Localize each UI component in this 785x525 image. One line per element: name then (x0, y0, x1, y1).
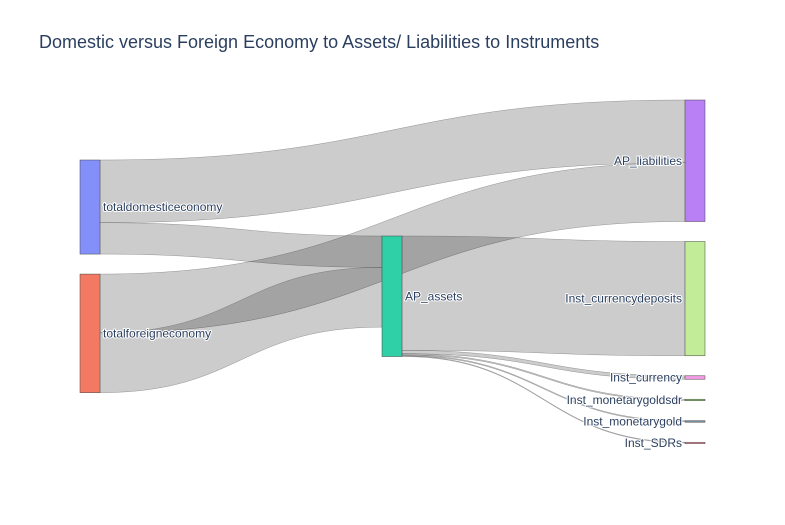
node-label-Inst_currency: Inst_currency (610, 371, 682, 385)
links-layer (99, 99, 686, 444)
node-label-totaldomesticeconomy: totaldomesticeconomy (103, 200, 222, 214)
node-label-Inst_monetarygold: Inst_monetarygold (583, 414, 682, 428)
node-AP_liabilities[interactable] (684, 99, 706, 222)
node-Inst_monetarygold[interactable] (684, 420, 706, 423)
labels-layer: totaldomesticeconomy totalforeigneconomy A… (102, 153, 683, 451)
node-label-Inst_SDRs: Inst_SDRs (625, 436, 682, 450)
chart-title: Domestic versus Foreign Economy to Asset… (39, 32, 600, 52)
node-Inst_SDRs[interactable] (684, 441, 706, 444)
node-label-Inst_monetarygoldsdr: Inst_monetarygoldsdr (567, 393, 682, 407)
node-label-AP_liabilities: AP_liabilities (614, 154, 682, 168)
node-Inst_currency[interactable] (684, 375, 706, 380)
nodes-layer (79, 99, 706, 444)
node-totalforeigneconomy[interactable] (79, 273, 101, 393)
node-label-Inst_currencydeposits: Inst_currencydeposits (565, 292, 682, 306)
node-label-totalforeigneconomy: totalforeigneconomy (103, 326, 211, 340)
node-label-AP_assets: AP_assets (405, 289, 462, 303)
node-AP_assets[interactable] (381, 235, 403, 357)
node-totaldomesticeconomy[interactable] (79, 159, 101, 255)
node-Inst_monetarygoldsdr[interactable] (684, 398, 706, 401)
node-Inst_currencydeposits[interactable] (684, 241, 706, 357)
